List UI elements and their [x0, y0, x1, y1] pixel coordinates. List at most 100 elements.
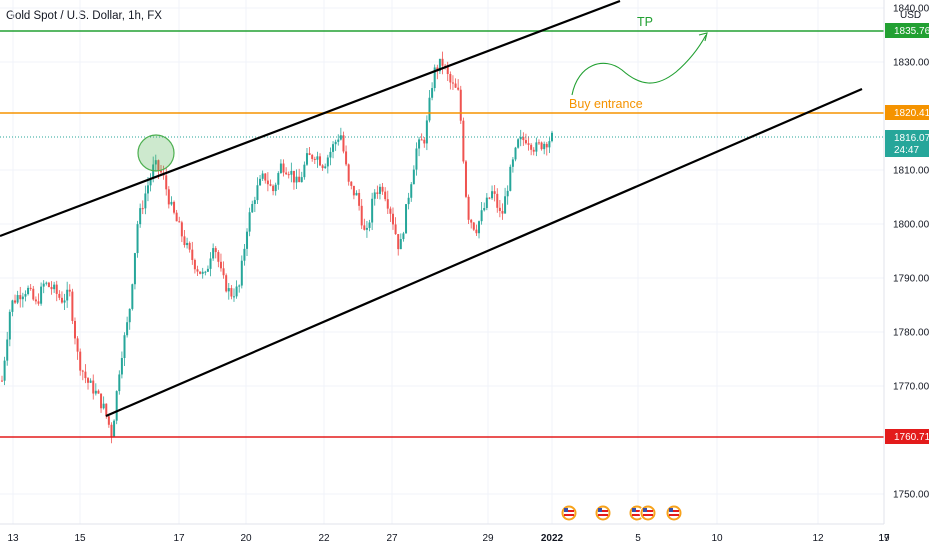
candle-body [501, 210, 504, 214]
candle-body [68, 289, 71, 292]
candle-body [438, 58, 441, 72]
candle-body [506, 190, 509, 197]
candle-body [45, 282, 48, 284]
candle-body [238, 285, 241, 287]
candle-body [126, 322, 129, 336]
candle-body [493, 191, 496, 194]
candle-body [136, 224, 139, 254]
candle-body [27, 287, 30, 295]
candle-body [79, 351, 82, 371]
candle-body [365, 227, 368, 230]
candles [1, 51, 553, 444]
candle-body [128, 308, 131, 323]
candle-body [391, 213, 394, 225]
candle-body [535, 142, 538, 152]
candle-body [347, 164, 350, 182]
candle-body [491, 191, 494, 199]
candle-body [92, 380, 95, 394]
candle-body [313, 158, 316, 160]
countdown-text: 24:47 [894, 145, 919, 156]
candle-body [246, 231, 249, 249]
candle-body [227, 288, 230, 292]
candle-body [511, 159, 514, 167]
candle-body [253, 200, 256, 204]
candle-body [157, 160, 160, 171]
candle-body [191, 249, 194, 260]
candle-body [232, 296, 235, 298]
candle-body [81, 370, 84, 372]
candle-body [368, 222, 371, 228]
candle-body [412, 169, 415, 185]
y-tick-label: 1770.00 [893, 382, 930, 393]
candle-body [118, 374, 121, 392]
candle-body [113, 420, 116, 437]
candle-body [324, 166, 327, 169]
candle-body [63, 300, 66, 303]
candle-body [71, 291, 74, 321]
candle-body [441, 58, 444, 66]
candle-body [186, 242, 189, 246]
candle-body [6, 339, 9, 361]
breakout-highlight-circle [137, 134, 175, 172]
candle-body [19, 295, 22, 300]
candle-body [240, 260, 243, 286]
candle-body [496, 193, 499, 208]
candle-body [120, 357, 123, 375]
candle-body [509, 166, 512, 191]
candle-body [355, 192, 358, 196]
x-tick-label: 2022 [541, 533, 564, 544]
candle-body [397, 234, 400, 250]
last-price-badge-text: 1816.07 [894, 133, 931, 144]
tp-annotation: TP [637, 15, 653, 29]
candle-body [1, 380, 3, 382]
candle-body [282, 163, 285, 173]
candle-body [488, 197, 491, 199]
x-tick-label: 10 [711, 533, 723, 544]
candle-body [530, 144, 533, 150]
candle-body [149, 177, 152, 186]
buy-price-badge [885, 105, 929, 120]
candle-body [449, 73, 452, 83]
candle-body [204, 271, 207, 273]
candle-body [206, 268, 209, 272]
projection-arrow-path [571, 34, 707, 96]
candle-body [97, 390, 100, 394]
candle-body [47, 282, 50, 287]
channel-lower-trendline[interactable] [105, 87, 863, 418]
candle-body [514, 147, 517, 160]
candle-body [29, 287, 32, 289]
us-flag-event-icon[interactable] [639, 504, 657, 522]
candle-body [300, 177, 303, 183]
candle-body [451, 82, 454, 84]
us-flag-event-icon[interactable] [560, 504, 578, 522]
candle-body [274, 184, 277, 192]
candle-body [209, 258, 212, 269]
candle-body [277, 173, 280, 185]
channel-upper-trendline[interactable] [0, 0, 621, 238]
price-axis-bg [884, 0, 932, 550]
candle-body [308, 153, 311, 155]
candle-body [389, 208, 392, 214]
candle-body [334, 141, 337, 145]
candle-body [24, 294, 27, 297]
candle-body [524, 140, 527, 144]
candle-body [527, 143, 530, 145]
candle-body [548, 141, 551, 148]
candle-body [269, 184, 272, 186]
grid [0, 0, 885, 524]
candle-body [522, 136, 525, 141]
candle-body [264, 173, 267, 181]
candle-body [178, 221, 181, 223]
candle-body [326, 157, 329, 167]
us-flag-event-icon[interactable] [665, 504, 683, 522]
candle-body [381, 186, 384, 192]
candle-body [433, 67, 436, 89]
candle-body [399, 239, 402, 250]
candle-body [303, 164, 306, 178]
us-flag-event-icon[interactable] [594, 504, 612, 522]
candle-body [40, 286, 43, 304]
candle-body [483, 207, 486, 211]
candle-body [543, 143, 546, 150]
